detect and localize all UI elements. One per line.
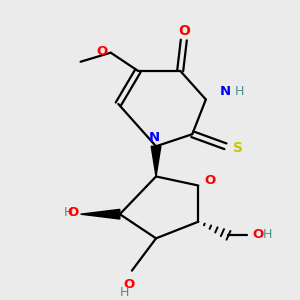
Text: H: H bbox=[235, 85, 244, 98]
Text: H: H bbox=[263, 228, 273, 241]
Text: S: S bbox=[233, 141, 243, 155]
Text: O: O bbox=[178, 24, 190, 38]
Text: O: O bbox=[204, 174, 216, 187]
Text: O: O bbox=[252, 228, 263, 241]
Text: H: H bbox=[120, 286, 129, 299]
Polygon shape bbox=[151, 146, 161, 176]
Text: O: O bbox=[124, 278, 135, 291]
Text: N: N bbox=[219, 85, 230, 98]
Text: H: H bbox=[64, 206, 73, 219]
Polygon shape bbox=[81, 209, 120, 219]
Text: O: O bbox=[96, 45, 107, 58]
Text: N: N bbox=[149, 131, 160, 144]
Text: O: O bbox=[68, 206, 79, 219]
